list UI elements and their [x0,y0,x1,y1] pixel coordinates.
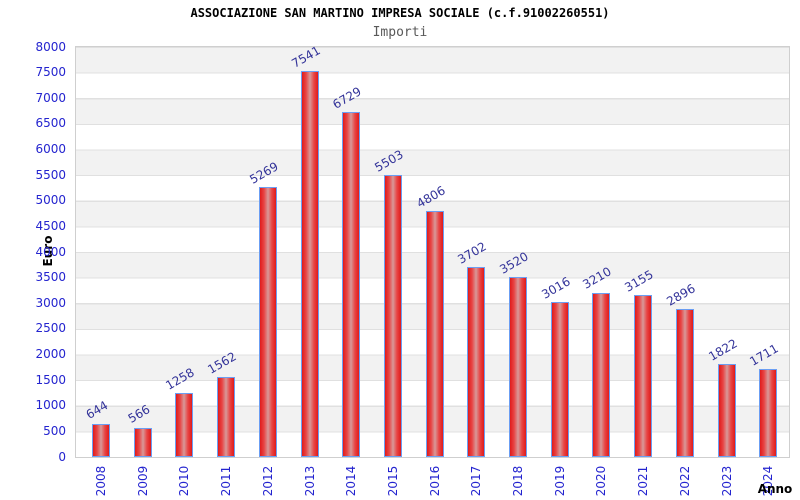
value-label-2011: 1562 [205,349,239,377]
y-tick-label-7000: 7000 [35,90,66,105]
bar-2015 [383,174,402,457]
x-tick-label-2017: 2017 [469,465,484,497]
y-tick-label-2000: 2000 [35,347,66,361]
x-tick-label-2016: 2016 [427,465,442,497]
x-tick-label-2011: 2011 [219,465,234,497]
value-label-2024: 1711 [747,341,781,369]
value-label-2013: 7541 [288,42,323,71]
x-tick-label-2023: 2023 [719,465,734,497]
y-tick-label-5000: 5000 [35,193,66,208]
bar-2008 [92,424,110,457]
y-tick-label-4500: 4500 [35,218,66,233]
y-tick-label-1000: 1000 [35,398,66,413]
value-label-2017: 3702 [455,239,490,267]
y-tick-label-2500: 2500 [35,321,66,336]
value-label-2014: 6729 [330,84,364,112]
bar-2024 [759,369,778,457]
bar-2016 [425,210,444,457]
bar-2013 [300,70,319,457]
value-label-2008: 644 [83,398,111,422]
bar-2012 [258,186,277,457]
x-tick-label-2021: 2021 [636,465,651,497]
x-tick-label-2009: 2009 [135,465,150,497]
x-tick-label-2013: 2013 [302,465,317,497]
bar-2014 [342,112,361,457]
x-tick-label-2014: 2014 [344,465,359,497]
y-tick-label-8000: 8000 [35,39,66,54]
y-tick-label-1500: 1500 [35,372,66,387]
chart-subtitle: Importi [372,25,428,40]
y-tick-label-500: 500 [43,423,66,438]
x-tick-label-2019: 2019 [552,465,567,497]
value-label-2020: 3210 [580,264,615,293]
value-label-2010: 1258 [163,364,198,393]
x-tick-label-2010: 2010 [177,465,192,497]
y-tick-label-0: 0 [58,449,66,464]
bar-2019 [550,302,569,457]
value-label-2018: 3520 [497,248,531,277]
value-label-2021: 3155 [622,267,656,295]
value-label-2016: 4806 [413,182,448,211]
y-tick-label-3000: 3000 [35,295,66,310]
x-tick-label-2020: 2020 [594,465,609,497]
y-tick-label-7500: 7500 [35,65,66,80]
bar-2018 [509,276,527,457]
y-tick-label-5500: 5500 [35,167,66,182]
value-label-2022: 2896 [664,280,698,309]
y-tick-label-4000: 4000 [35,244,66,259]
bar-2009 [133,428,152,457]
plot-area: 644 566 1258 1562 5269 7541 6729 5503 4806 3702 35… [75,42,790,458]
bar-2017 [467,267,486,457]
y-tick-label-6500: 6500 [35,116,66,131]
value-label-2019: 3016 [538,274,573,303]
x-tick-label-2022: 2022 [677,465,692,497]
bar-2022 [675,308,694,457]
value-label-2015: 5503 [372,147,406,175]
value-label-2012: 5269 [247,159,281,187]
x-tick-label-2015: 2015 [385,465,400,497]
x-axis-title: Anno [757,482,793,496]
bar-2021 [634,295,653,457]
bar-2020 [592,292,611,457]
bar-2023 [717,363,736,457]
bar-2011 [217,376,236,457]
y-tick-label-3500: 3500 [35,270,66,285]
value-label-2009: 566 [125,402,153,426]
x-tick-label-2018: 2018 [511,465,525,497]
x-tick-label-2012: 2012 [260,465,275,497]
value-label-2023: 1822 [705,335,740,364]
bar-2010 [175,392,194,457]
chart-title: ASSOCIAZIONE SAN MARTINO IMPRESA SOCIALE… [190,6,610,20]
x-tick-label-2008: 2008 [94,465,108,497]
y-tick-label-6000: 6000 [35,142,66,156]
